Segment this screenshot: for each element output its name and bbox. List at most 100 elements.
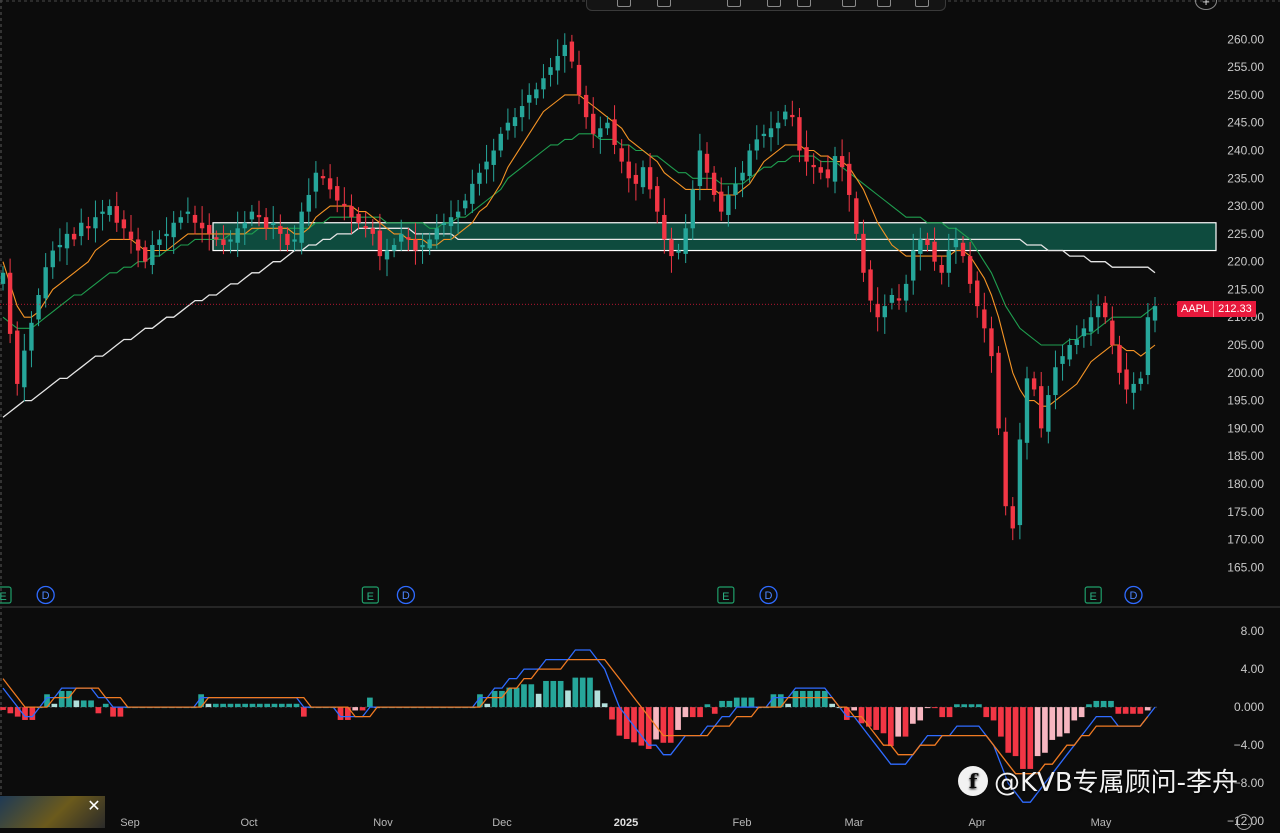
candle-body — [925, 239, 930, 245]
macd-histogram-bar — [675, 707, 681, 730]
price-tick-label: 250.00 — [1227, 88, 1264, 102]
price-tick-label: 215.00 — [1227, 282, 1264, 296]
candle-body — [427, 239, 432, 249]
candle-body — [441, 222, 447, 225]
macd-histogram-bar — [29, 707, 36, 720]
candle-body — [555, 56, 560, 71]
price-tick-label: 255.00 — [1227, 60, 1264, 74]
macd-histogram-bar — [697, 707, 703, 718]
candle-body — [192, 214, 198, 223]
candle-body — [342, 203, 347, 207]
price-tick-label: 185.00 — [1227, 449, 1264, 463]
drawing-tool-icon[interactable] — [617, 0, 631, 7]
candle-body — [228, 239, 233, 242]
macd-histogram-bar — [689, 707, 696, 718]
candle-body — [121, 219, 127, 229]
x-tick-label: 2025 — [614, 817, 638, 828]
candle-body — [882, 306, 887, 318]
price-tick-label: 195.00 — [1227, 394, 1264, 408]
candle-body — [128, 231, 134, 240]
candle-body — [918, 239, 923, 254]
price-tick-label: 245.00 — [1227, 116, 1264, 130]
macd-histogram-bar — [22, 707, 28, 720]
macd-histogram-bar — [1086, 704, 1092, 708]
macd-histogram-bar — [550, 680, 557, 708]
candle-body — [1046, 395, 1051, 432]
close-icon[interactable]: ✕ — [87, 798, 101, 815]
x-tick-label: Dec — [492, 817, 512, 828]
macd-tick-label: 8.00 — [1241, 624, 1265, 638]
macd-histogram-bar — [506, 687, 513, 708]
macd-histogram-bar — [565, 690, 571, 708]
candle-body — [804, 147, 809, 162]
candle-body — [1010, 506, 1015, 529]
candle-body — [1039, 386, 1044, 429]
candle-body — [71, 233, 77, 240]
macd-histogram-bar — [917, 707, 924, 721]
price-tick-label: 225.00 — [1227, 227, 1264, 241]
video-thumbnail[interactable] — [0, 796, 105, 828]
candle-body — [861, 233, 866, 273]
macd-histogram-bar — [733, 697, 740, 708]
candle-body — [93, 217, 98, 229]
candle-body — [356, 213, 361, 223]
macd-histogram-bar — [227, 703, 234, 708]
replay-icon[interactable] — [915, 0, 929, 7]
candle-type-icon[interactable] — [727, 0, 741, 7]
earnings-marker-label: E — [722, 591, 729, 603]
macd-histogram-bar — [719, 700, 725, 708]
macd-histogram-bar — [535, 693, 542, 708]
candle-body — [370, 228, 375, 234]
macd-histogram-bar — [623, 707, 630, 739]
indicator-icon[interactable] — [767, 0, 781, 7]
candle-body — [79, 222, 84, 237]
candle-body — [647, 167, 653, 190]
candle-body — [562, 44, 567, 57]
signal-line — [2, 658, 1149, 775]
candle-body — [662, 214, 667, 240]
compare-icon[interactable] — [797, 0, 811, 7]
candle-body — [285, 233, 290, 245]
macd-histogram-bar — [645, 707, 652, 749]
candle-body — [1053, 367, 1058, 396]
macd-histogram-bar — [968, 704, 975, 708]
candle-body — [1017, 439, 1023, 526]
macd-histogram-bar — [924, 707, 931, 709]
macd-tick-label: 0.000 — [1234, 700, 1264, 714]
candle-body — [1110, 320, 1115, 346]
candle-body — [86, 226, 91, 229]
macd-histogram-bar — [286, 703, 293, 708]
macd-histogram-bar — [1027, 707, 1034, 769]
candle-body — [903, 283, 909, 301]
macd-histogram-bar — [821, 690, 828, 708]
macd-histogram-bar — [939, 707, 946, 718]
macd-histogram-bar — [1137, 707, 1144, 714]
x-tick-label: Apr — [968, 817, 985, 828]
candle-body — [1103, 302, 1108, 318]
macd-histogram-bar — [902, 707, 909, 737]
candle-body — [7, 272, 13, 334]
layout-icon[interactable] — [842, 0, 856, 7]
top-toolbar[interactable] — [586, 0, 946, 11]
macd-histogram-bar — [667, 707, 674, 743]
candle-body — [292, 239, 297, 242]
rectangle-icon[interactable] — [657, 0, 671, 7]
candle-body — [939, 264, 944, 273]
alert-icon[interactable] — [877, 0, 891, 7]
macd-histogram-bar — [814, 690, 821, 708]
candle-body — [683, 228, 688, 254]
candle-body — [690, 189, 695, 229]
candle-body — [783, 111, 788, 120]
macd-histogram-bar — [638, 707, 645, 746]
macd-histogram-bar — [80, 700, 87, 708]
candle-body — [655, 186, 660, 212]
macd-histogram-bar — [1005, 707, 1012, 753]
x-tick-label: Nov — [373, 817, 393, 828]
macd-histogram-bar — [1056, 707, 1063, 737]
macd-histogram-bar — [293, 703, 300, 708]
candle-body — [825, 169, 831, 179]
candle-body — [171, 222, 176, 238]
candle-body — [889, 295, 895, 303]
